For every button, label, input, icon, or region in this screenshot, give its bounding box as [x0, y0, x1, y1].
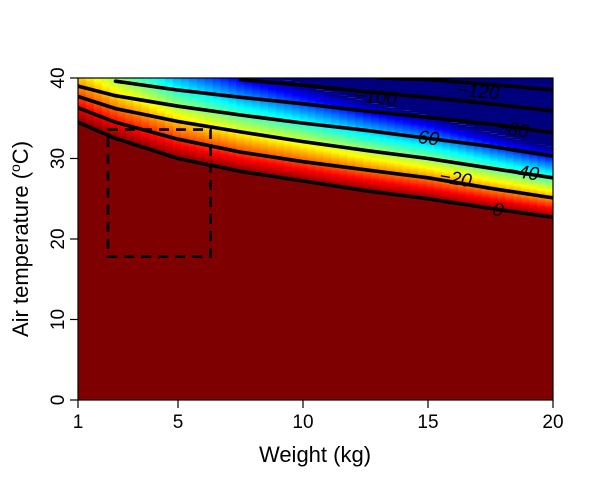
- y-tick-label-4: 40: [48, 67, 69, 88]
- contour-label-5: −100: [353, 85, 398, 110]
- x-tick-label-4: 20: [542, 412, 563, 433]
- x-tick-label-3: 15: [417, 412, 438, 433]
- y-tick-label-1: 10: [48, 309, 69, 330]
- plot-area: [78, 78, 553, 400]
- contour-labels: 0−20 −40−60 −80−100 −120: [353, 80, 541, 222]
- contour-line-2: [78, 94, 553, 180]
- y-axis-title-sup: o: [7, 164, 23, 172]
- x-axis-title: Weight (kg): [259, 442, 371, 467]
- x-tick-label-1: 5: [173, 412, 184, 433]
- y-tick-label-2: 20: [48, 228, 69, 249]
- contour-label-3: −60: [406, 126, 441, 151]
- x-tick-label-0: 1: [73, 412, 84, 433]
- y-axis-title-end: C): [8, 141, 33, 164]
- y-tick-label-3: 30: [48, 148, 69, 169]
- y-tick-label-0: 0: [48, 395, 69, 406]
- contour-line-0: [78, 120, 553, 220]
- contour-line-6: [376, 78, 553, 92]
- dashed-box: [106, 128, 212, 259]
- x-tick-label-2: 10: [292, 412, 313, 433]
- contour-line-3: [78, 84, 553, 158]
- contour-label-6: −120: [456, 80, 501, 104]
- contour-label-4: −80: [495, 117, 530, 142]
- contour-label-2: −40: [505, 160, 540, 186]
- contour-label-0: 0: [491, 199, 505, 221]
- contour-line-4: [113, 79, 553, 135]
- y-axis-title: Air temperature (oC): [7, 141, 33, 337]
- contour-line-1: [78, 106, 553, 200]
- contour-lines: [78, 78, 553, 220]
- dashed-region: [106, 128, 212, 259]
- contour-line-5: [238, 78, 553, 113]
- y-axis-title-main: Air temperature (: [8, 171, 33, 337]
